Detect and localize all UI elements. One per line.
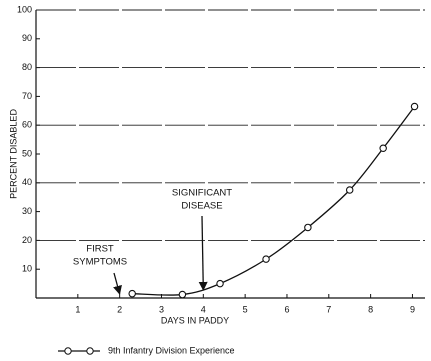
annotation: SYMPTOMS xyxy=(73,257,127,268)
y-tick-label: 80 xyxy=(22,62,32,72)
y-tick-label: 100 xyxy=(17,4,32,14)
x-tick-label: 7 xyxy=(326,304,331,314)
annotation: DISEASE xyxy=(181,201,222,212)
x-tick-label: 9 xyxy=(410,304,415,314)
y-tick-label: 90 xyxy=(22,33,32,43)
annotation-arrow xyxy=(198,215,208,291)
legend-label: 9th Infantry Division Experience xyxy=(108,345,235,355)
x-tick-label: 5 xyxy=(243,304,248,314)
annotation: FIRST xyxy=(86,244,114,255)
point xyxy=(379,144,387,152)
legend-marker xyxy=(64,347,72,355)
point xyxy=(262,255,270,263)
point xyxy=(410,102,419,111)
y-tick-label: 70 xyxy=(22,91,32,101)
y-tick-label: 20 xyxy=(22,235,32,245)
annotation: SIGNIFICANT xyxy=(172,188,232,199)
y-tick-label: 50 xyxy=(22,148,32,158)
y-axis-label: PERCENT DISABLED xyxy=(8,109,18,199)
annotation-arrow xyxy=(113,272,122,295)
point xyxy=(178,290,187,299)
x-tick-label: 4 xyxy=(201,304,206,314)
point xyxy=(345,186,354,194)
legend-marker xyxy=(86,347,94,355)
x-tick-label: 6 xyxy=(284,304,289,314)
point xyxy=(304,223,312,232)
x-tick-label: 8 xyxy=(368,304,373,314)
x-tick-label: 2 xyxy=(117,304,122,314)
y-tick-label: 40 xyxy=(22,177,32,187)
x-tick-label: 1 xyxy=(75,304,80,314)
y-tick-label: 30 xyxy=(22,206,32,216)
point xyxy=(128,289,136,298)
y-tick-label: 10 xyxy=(22,264,32,274)
y-tick-label: 60 xyxy=(22,120,32,130)
x-tick-label: 3 xyxy=(159,304,164,314)
point xyxy=(216,279,224,288)
line xyxy=(132,106,416,296)
x-axis-label: DAYS IN PADDY xyxy=(161,315,229,325)
